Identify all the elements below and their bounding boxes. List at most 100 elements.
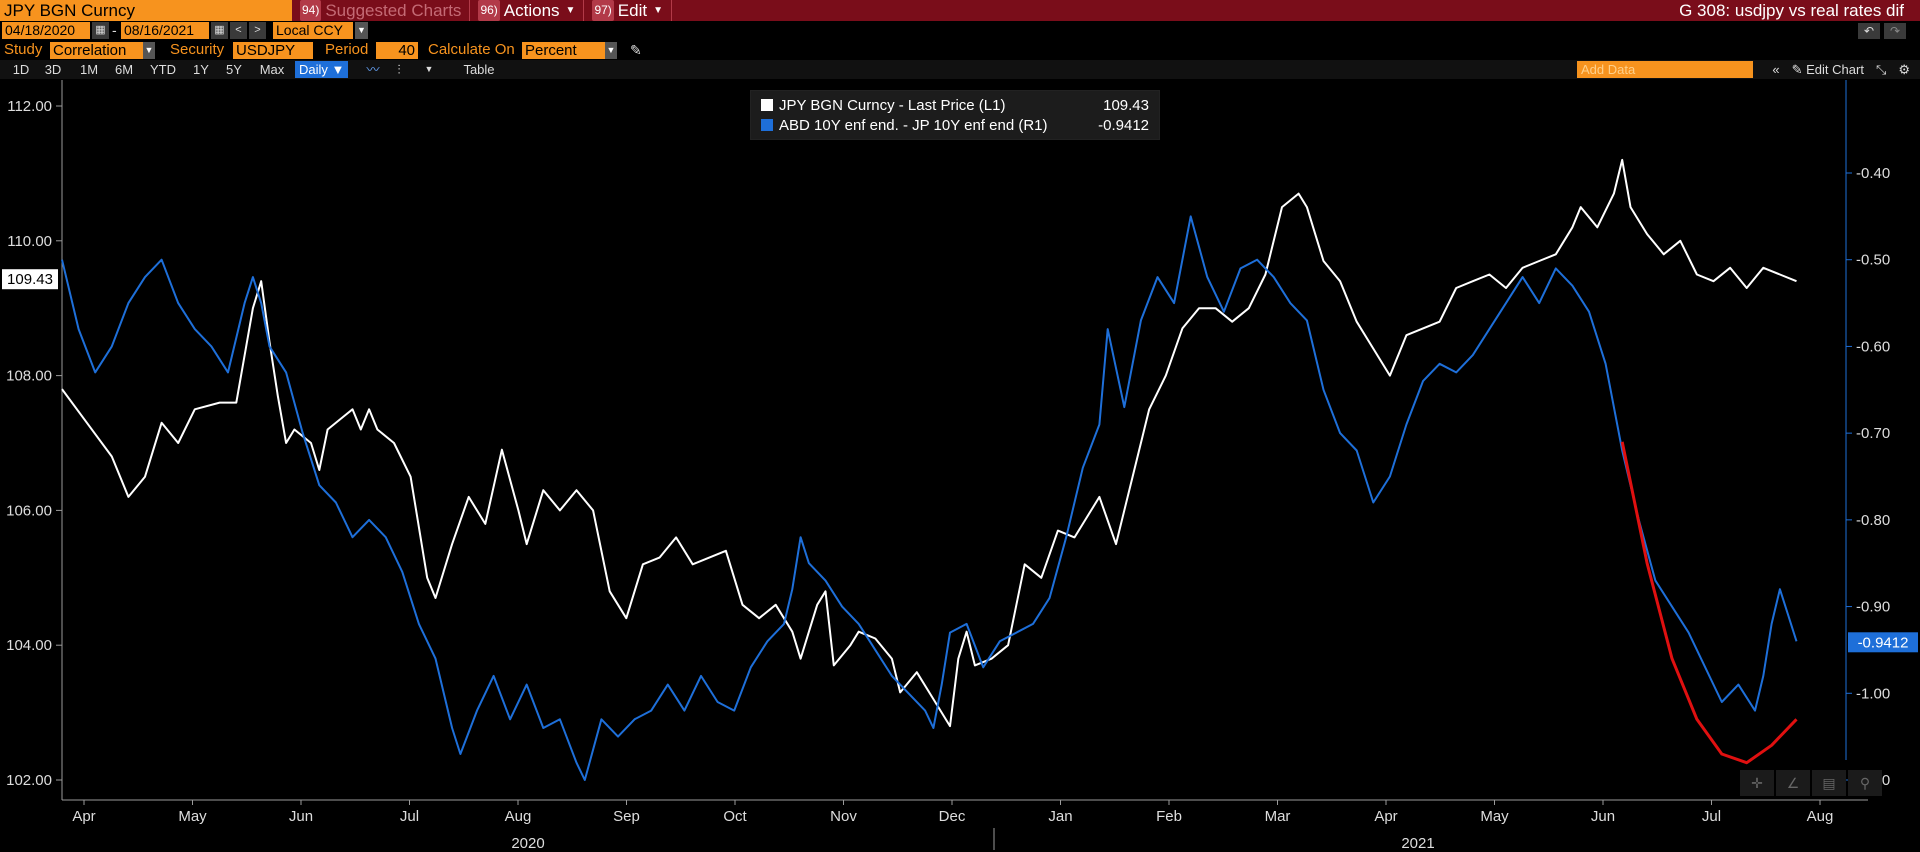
y-right-tick-label: -0.70 [1856, 425, 1890, 442]
series-line-rates [61, 215, 1798, 781]
table-button[interactable]: Table [463, 62, 495, 77]
security-label: Security [170, 41, 225, 58]
range-6m-button[interactable]: 6M [114, 62, 134, 77]
x-month-label: Aug [505, 808, 532, 825]
undo-icon[interactable]: ↶ [1858, 23, 1880, 39]
y-left-tick-label: 102.00 [6, 772, 52, 789]
dropdown-icon[interactable]: ▼ [424, 64, 434, 74]
y-left-tick-label: 104.00 [6, 637, 52, 654]
x-month-label: May [178, 808, 207, 825]
calendar-icon[interactable]: ▦ [92, 22, 109, 39]
chart-title: G 308: usdjpy vs real rates dif [1679, 1, 1904, 20]
last-price-badge [2, 269, 58, 290]
y-right-tick-label: -0.60 [1856, 338, 1890, 355]
x-month-label: Jan [1048, 808, 1072, 825]
range-1y-button[interactable]: 1Y [193, 62, 209, 77]
x-month-label: Jul [400, 808, 419, 825]
y-left-tick-label: 112.00 [7, 98, 52, 115]
range-5y-button[interactable]: 5Y [226, 62, 242, 77]
legend-row-price: JPY BGN Curncy - Last Price (L1) 109.43 [761, 95, 1149, 115]
y-right-tick-label: -0.80 [1856, 512, 1890, 529]
range-3d-button[interactable]: 3D [44, 62, 62, 77]
start-date-field[interactable]: 04/18/2020 [2, 22, 90, 39]
menu-actions[interactable]: 96) Actions ▼ [470, 0, 585, 21]
x-month-label: May [1480, 808, 1509, 825]
ticker-tab[interactable]: JPY BGN Curncy [0, 0, 292, 21]
caret-down-icon: ▼ [653, 5, 663, 16]
prev-arrow-icon[interactable]: < [230, 22, 247, 39]
x-month-label: Apr [72, 808, 95, 825]
y-left-tick-label: 106.00 [6, 502, 52, 519]
series-line-price [61, 158, 1797, 728]
calculate-on-select[interactable]: Percent [522, 42, 614, 59]
range-1d-button[interactable]: 1D [12, 62, 30, 77]
x-month-label: Dec [939, 808, 966, 825]
x-month-label: Aug [1807, 808, 1834, 825]
zoom-icon[interactable]: ⚲ [1848, 770, 1882, 796]
range-toolbar: 1D 3D 1M 6M YTD 1Y 5Y Max Daily ▼ 〰 ⫶ ▼ … [0, 60, 1920, 79]
crosshair-icon[interactable]: ✛ [1740, 770, 1774, 796]
x-year-label: 2021 [1401, 835, 1434, 852]
bar-style-icon[interactable]: ⫶ [397, 62, 401, 77]
end-date-field[interactable]: 08/16/2021 [121, 22, 209, 39]
calculate-on-label: Calculate On [428, 41, 515, 58]
add-data-input[interactable]: Add Data [1577, 61, 1753, 78]
range-max-button[interactable]: Max [259, 62, 285, 77]
legend-row-rates: ABD 10Y enf end. - JP 10Y enf end (R1) -… [761, 115, 1149, 135]
annotate-icon[interactable]: ∠ [1776, 770, 1810, 796]
table-icon[interactable]: ▤ [1812, 770, 1846, 796]
chart-right-tools: « ✎ Edit Chart ⤡ ⚙ [1772, 61, 1910, 78]
study-label: Study [4, 41, 43, 58]
x-month-label: Apr [1374, 808, 1397, 825]
currency-select[interactable]: Local CCY [273, 22, 353, 39]
calendar-icon[interactable]: ▦ [211, 22, 228, 39]
x-month-label: Feb [1156, 808, 1182, 825]
dropdown-icon[interactable]: ▼ [143, 42, 155, 59]
x-month-label: Mar [1265, 808, 1291, 825]
legend-swatch [761, 119, 773, 131]
y-right-tick-label: -1.00 [1856, 685, 1890, 702]
y-right-tick-label: -0.50 [1856, 252, 1890, 269]
study-row: Study Correlation ▼ Security USDJPY Cu P… [0, 40, 1920, 76]
period-field[interactable]: 40 [376, 42, 418, 59]
x-year-label: 2020 [511, 835, 544, 852]
title-bar: JPY BGN Curncy 94) Suggested Charts 96) … [0, 0, 1920, 21]
y-left-tick-label: 110.00 [7, 233, 52, 250]
security-field[interactable]: USDJPY Cu [233, 42, 313, 76]
line-chart: 112.00 110.00 108.00 106.00 104.00 102.00 109.… [2, 80, 1918, 852]
last-value-badge [1848, 632, 1918, 653]
range-ytd-button[interactable]: YTD [150, 62, 176, 77]
last-price-label: 109.43 [7, 271, 53, 288]
y-left-tick-label: 108.00 [6, 368, 52, 385]
x-month-label: Jun [289, 808, 313, 825]
x-month-label: Sep [613, 808, 640, 825]
last-value-label: -0.9412 [1858, 634, 1909, 651]
frequency-select[interactable]: Daily ▼ [295, 61, 349, 78]
dropdown-icon[interactable]: ▼ [605, 42, 617, 59]
y-right-tick-label: -0.90 [1856, 599, 1890, 616]
x-month-label: Nov [830, 808, 857, 825]
chart-area[interactable]: 112.00 110.00 108.00 106.00 104.00 102.00 109.… [0, 80, 1920, 852]
line-chart-icon[interactable]: 〰 [366, 62, 380, 77]
date-row: 04/18/2020 ▦ - 08/16/2021 ▦ < > Local CC… [0, 21, 1920, 40]
resize-icon[interactable]: ⤡ [1875, 62, 1887, 77]
date-separator: - [112, 22, 117, 38]
legend-swatch [761, 99, 773, 111]
x-month-label: Oct [723, 808, 747, 825]
collapse-icon[interactable]: « [1772, 62, 1780, 77]
study-select[interactable]: Correlation [50, 42, 154, 59]
y-right-tick-label: -0.40 [1856, 165, 1890, 182]
menu-suggested-charts[interactable]: 94) Suggested Charts [292, 0, 471, 21]
caret-down-icon: ▼ [565, 5, 576, 16]
x-month-label: Jul [1702, 808, 1721, 825]
dropdown-icon[interactable]: ▼ [355, 22, 368, 39]
edit-chart-button[interactable]: ✎ Edit Chart [1791, 62, 1864, 77]
menu-edit[interactable]: 97) Edit ▼ [584, 0, 672, 21]
gear-icon[interactable]: ⚙ [1898, 62, 1910, 77]
range-1m-button[interactable]: 1M [79, 62, 99, 77]
next-arrow-icon[interactable]: > [249, 22, 266, 39]
chart-legend[interactable]: JPY BGN Curncy - Last Price (L1) 109.43 … [750, 90, 1160, 140]
redo-icon[interactable]: ↷ [1884, 23, 1906, 39]
annotation-curve [1620, 441, 1798, 765]
pencil-icon[interactable]: ✎ [630, 42, 642, 58]
